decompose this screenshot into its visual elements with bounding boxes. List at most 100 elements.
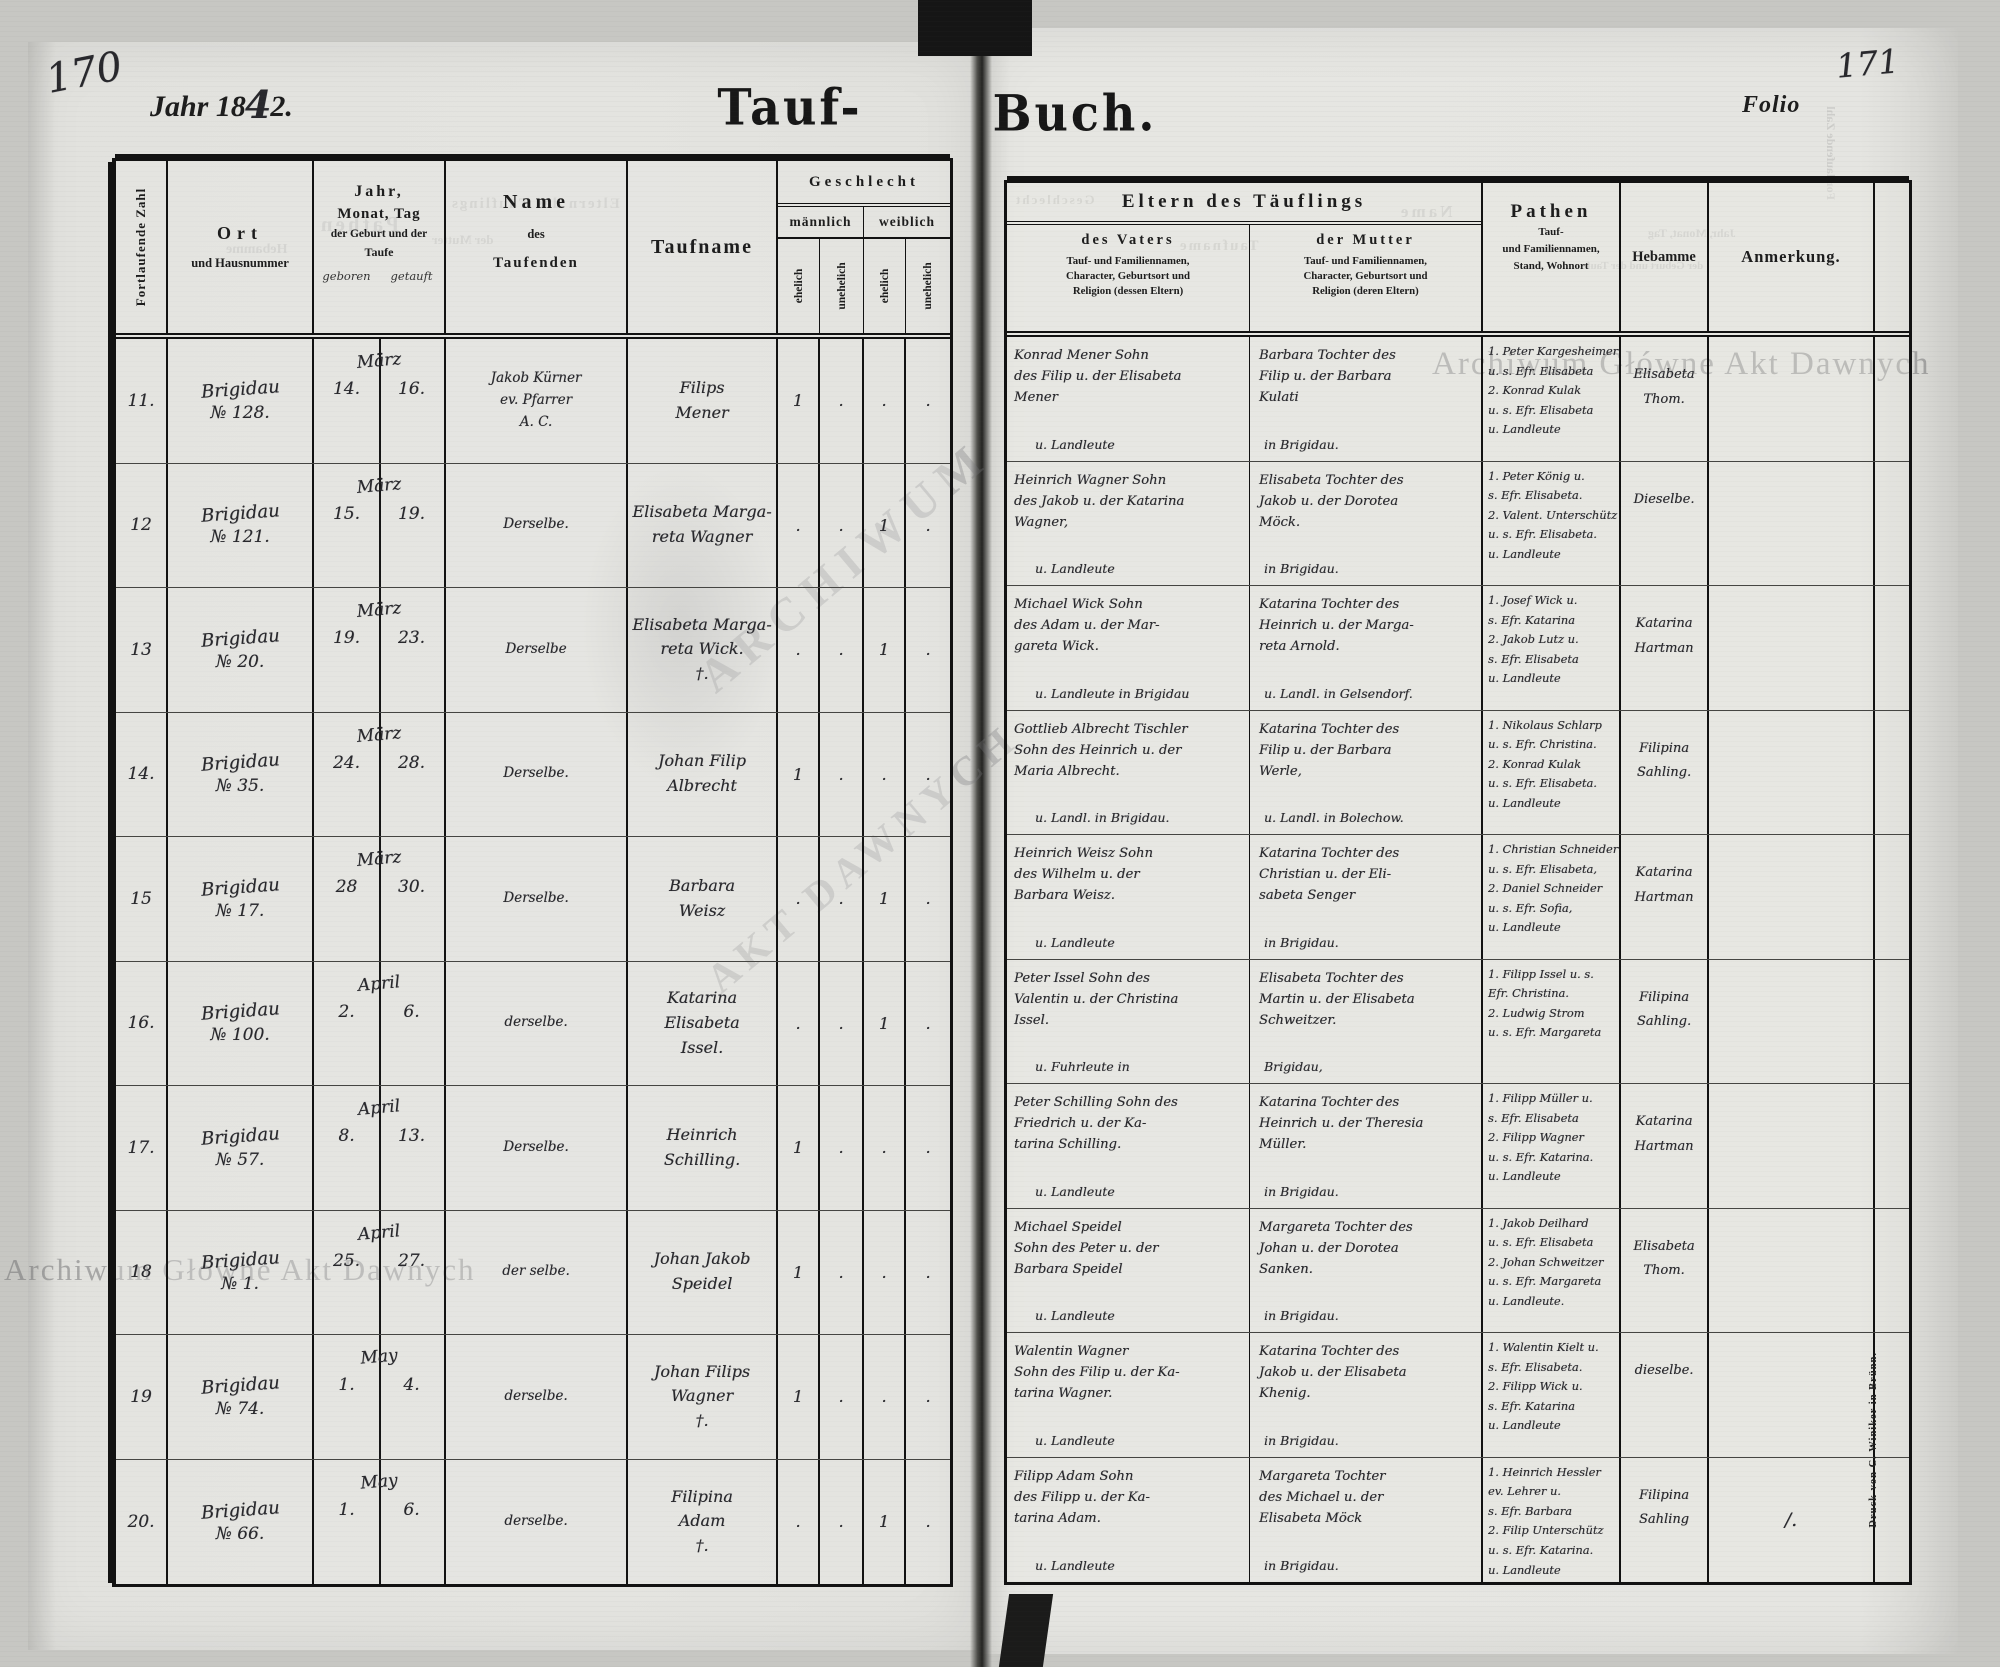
cell-father: Walentin Wagner Sohn des Filip u. der Ka… — [1007, 1333, 1250, 1457]
binding-gutter — [970, 0, 992, 1667]
cell-mother-text: Elisabeta Tochter des Jakob u. der Dorot… — [1259, 472, 1404, 530]
cell-midwife: Dieselbe. — [1621, 461, 1709, 585]
register-row-right: Peter Schilling Sohn des Friedrich u. de… — [1007, 1084, 1909, 1209]
header-pathen-desc3: Stand, Wohnort — [1513, 260, 1589, 272]
cell-baptizing-pastor: derselbe. — [446, 961, 628, 1085]
register-row-left: 19 Brigidau № 74. May 1. 4. derselbe. Joh… — [116, 1335, 950, 1460]
left-table-body: 11. Brigidau № 128. März 14. 16. Jakob Kü… — [116, 339, 950, 1584]
cell-baptism-name: Johan Filip Albrecht — [628, 712, 778, 836]
cell-father-residence: u. Landleute — [1035, 561, 1115, 576]
cell-date-born: 8. — [338, 1126, 355, 1146]
header-geschlecht-subcolumns: ehelich unehelich ehelich unehelich — [778, 239, 950, 333]
cell-date-baptized: 19. — [397, 503, 426, 524]
cell-mother-text: Katarina Tochter des Filip u. der Barbar… — [1259, 721, 1400, 779]
cell-remark: /. — [1709, 1457, 1875, 1582]
cell-date-baptized: 6. — [403, 1499, 420, 1520]
year-heading: Jahr 1842. — [150, 80, 293, 127]
cell-edge — [1875, 711, 1909, 835]
cell-mother-residence: in Brigidau. — [1264, 1183, 1339, 1199]
cell-running-number: 16. — [116, 961, 168, 1085]
cell-male-legitimate-mark: . — [778, 588, 820, 712]
header-date-line2: Monat, Tag — [337, 206, 421, 222]
right-table-header: Eltern des Täuflings des Vaters Tauf- un… — [1007, 183, 1909, 337]
cell-female-legitimate-mark: 1 — [864, 463, 906, 587]
header-date-subcolumns: geboren getauft — [314, 269, 444, 283]
cell-date: May 1. 4. — [314, 1335, 446, 1459]
cell-date-month: April — [357, 971, 401, 996]
register-row-left: 17. Brigidau № 57. April 8. 13. Derselbe.… — [116, 1086, 950, 1211]
right-table-body: Konrad Mener Sohn des Filip u. der Elisa… — [1007, 337, 1909, 1582]
cell-running-number: 15 — [116, 837, 168, 961]
cell-date: März 19. 23. — [314, 588, 446, 712]
cell-baptizing-pastor: Jakob Kürner ev. Pfarrer A. C. — [446, 339, 628, 463]
cell-ort-place: Brigidau — [200, 625, 280, 652]
header-name-des-taufenden: Name des Taufenden — [446, 161, 628, 333]
cell-baptism-name: Barbara Weisz — [628, 837, 778, 961]
cell-father-residence: u. Landl. in Brigidau. — [1035, 810, 1170, 825]
cell-date-born: 1. — [338, 1375, 355, 1395]
cell-date: März 24. 28. — [314, 712, 446, 836]
cell-godparents: 1. Christian Schneider u. s. Efr. Elisab… — [1483, 835, 1621, 959]
cell-female-legitimate-mark: . — [864, 1086, 906, 1210]
page-number-right: 171 — [1834, 41, 1901, 86]
archive-watermark-top-right: Archiwum Główne Akt Dawnych — [1432, 346, 1931, 382]
cell-date-days: 2. 6. — [314, 1002, 444, 1022]
cell-mother: Katarina Tochter des Jakob u. der Elisab… — [1250, 1333, 1483, 1457]
cell-date-month: März — [355, 847, 403, 871]
book-title-buch: Buch. — [992, 83, 1158, 143]
cell-father: Gottlieb Albrecht Tischler Sohn des Hein… — [1007, 710, 1250, 834]
cell-father-text: Walentin Wagner Sohn des Filip u. der Ka… — [1014, 1344, 1180, 1402]
cell-father-residence: u. Fuhrleute in — [1035, 1059, 1130, 1074]
cell-father: Peter Schilling Sohn des Friedrich u. de… — [1007, 1084, 1250, 1208]
cell-male-legitimate-mark: . — [778, 463, 820, 587]
year-printed-prefix: Jahr 18 — [150, 90, 246, 123]
cell-running-number: 12 — [116, 463, 168, 587]
cell-father-residence: u. Landleute — [1035, 1308, 1115, 1323]
header-name-line2: des — [527, 227, 545, 241]
header-geschlecht-groups: männlich weiblich — [778, 207, 950, 239]
cell-female-illegitimate-mark: . — [925, 1512, 931, 1532]
cell-remark — [1709, 586, 1875, 710]
register-row-left: 20. Brigidau № 66. May 1. 6. derselbe. Fi… — [116, 1459, 950, 1584]
header-female-ehelich: ehelich — [864, 239, 906, 333]
cell-male-legitimate-mark: 1 — [778, 339, 820, 463]
cell-female-legitimate-mark: 1 — [864, 961, 906, 1085]
cell-date-born: 1. — [338, 1499, 355, 1520]
cell-father-text: Heinrich Weisz Sohn des Wilhelm u. der B… — [1014, 846, 1153, 904]
cell-running-number: 11. — [116, 339, 168, 463]
unehelich-label: unehelich — [835, 262, 848, 310]
archive-watermark-bottom-left: Archiwum Główne Akt Dawnych — [4, 1252, 476, 1287]
cell-male-legitimate-mark: . — [778, 1459, 820, 1584]
cell-mother-residence: Brigidau, — [1264, 1059, 1323, 1074]
cell-ort: Brigidau № 128. — [168, 339, 314, 463]
cell-mother-residence: in Brigidau. — [1264, 436, 1339, 452]
cell-father-residence: u. Landleute in Brigidau — [1035, 685, 1190, 701]
cell-date: April 8. 13. — [314, 1086, 446, 1210]
cell-mother-text: Katarina Tochter des Heinrich u. der The… — [1259, 1095, 1424, 1153]
header-ort: Ort und Hausnummer — [168, 161, 314, 333]
cell-midwife: Filipina Sahling. — [1621, 959, 1709, 1083]
header-maennlich-label: männlich — [778, 207, 864, 237]
cell-father: Peter Issel Sohn des Valentin u. der Chr… — [1007, 959, 1250, 1083]
header-mutter-desc2: Character, Geburtsort und — [1303, 270, 1428, 282]
cell-ort-housenumber: № 74. — [215, 1398, 265, 1419]
cell-ort: Brigidau № 20. — [168, 588, 314, 712]
cell-ort-place: Brigidau — [200, 376, 280, 403]
cell-female-illegitimate-mark: . — [925, 640, 931, 660]
cell-remark — [1709, 835, 1875, 959]
register-row-left: 18 Brigidau № 1. April 25. 27. der selbe.… — [116, 1210, 950, 1335]
cell-date-month: May — [359, 1469, 399, 1494]
cell-female-illegitimate-mark: . — [925, 764, 931, 784]
header-pathen-desc2: und Familiennamen, — [1502, 243, 1600, 255]
cell-ort-housenumber: № 17. — [215, 900, 265, 921]
cell-male-legitimate-mark: 1 — [778, 712, 820, 836]
header-date-line1: Jahr, — [354, 183, 404, 200]
register-row-right: Heinrich Weisz Sohn des Wilhelm u. der B… — [1007, 835, 1909, 960]
ehelich-label: ehelich — [792, 268, 805, 304]
cell-baptism-name: Katarina Elisabeta Issel. — [628, 961, 778, 1085]
cell-remark — [1709, 1333, 1875, 1457]
cell-date-born: 2. — [338, 1001, 355, 1022]
cell-male-legitimate-mark: . — [778, 961, 820, 1085]
cell-ort-housenumber: № 35. — [215, 776, 265, 797]
